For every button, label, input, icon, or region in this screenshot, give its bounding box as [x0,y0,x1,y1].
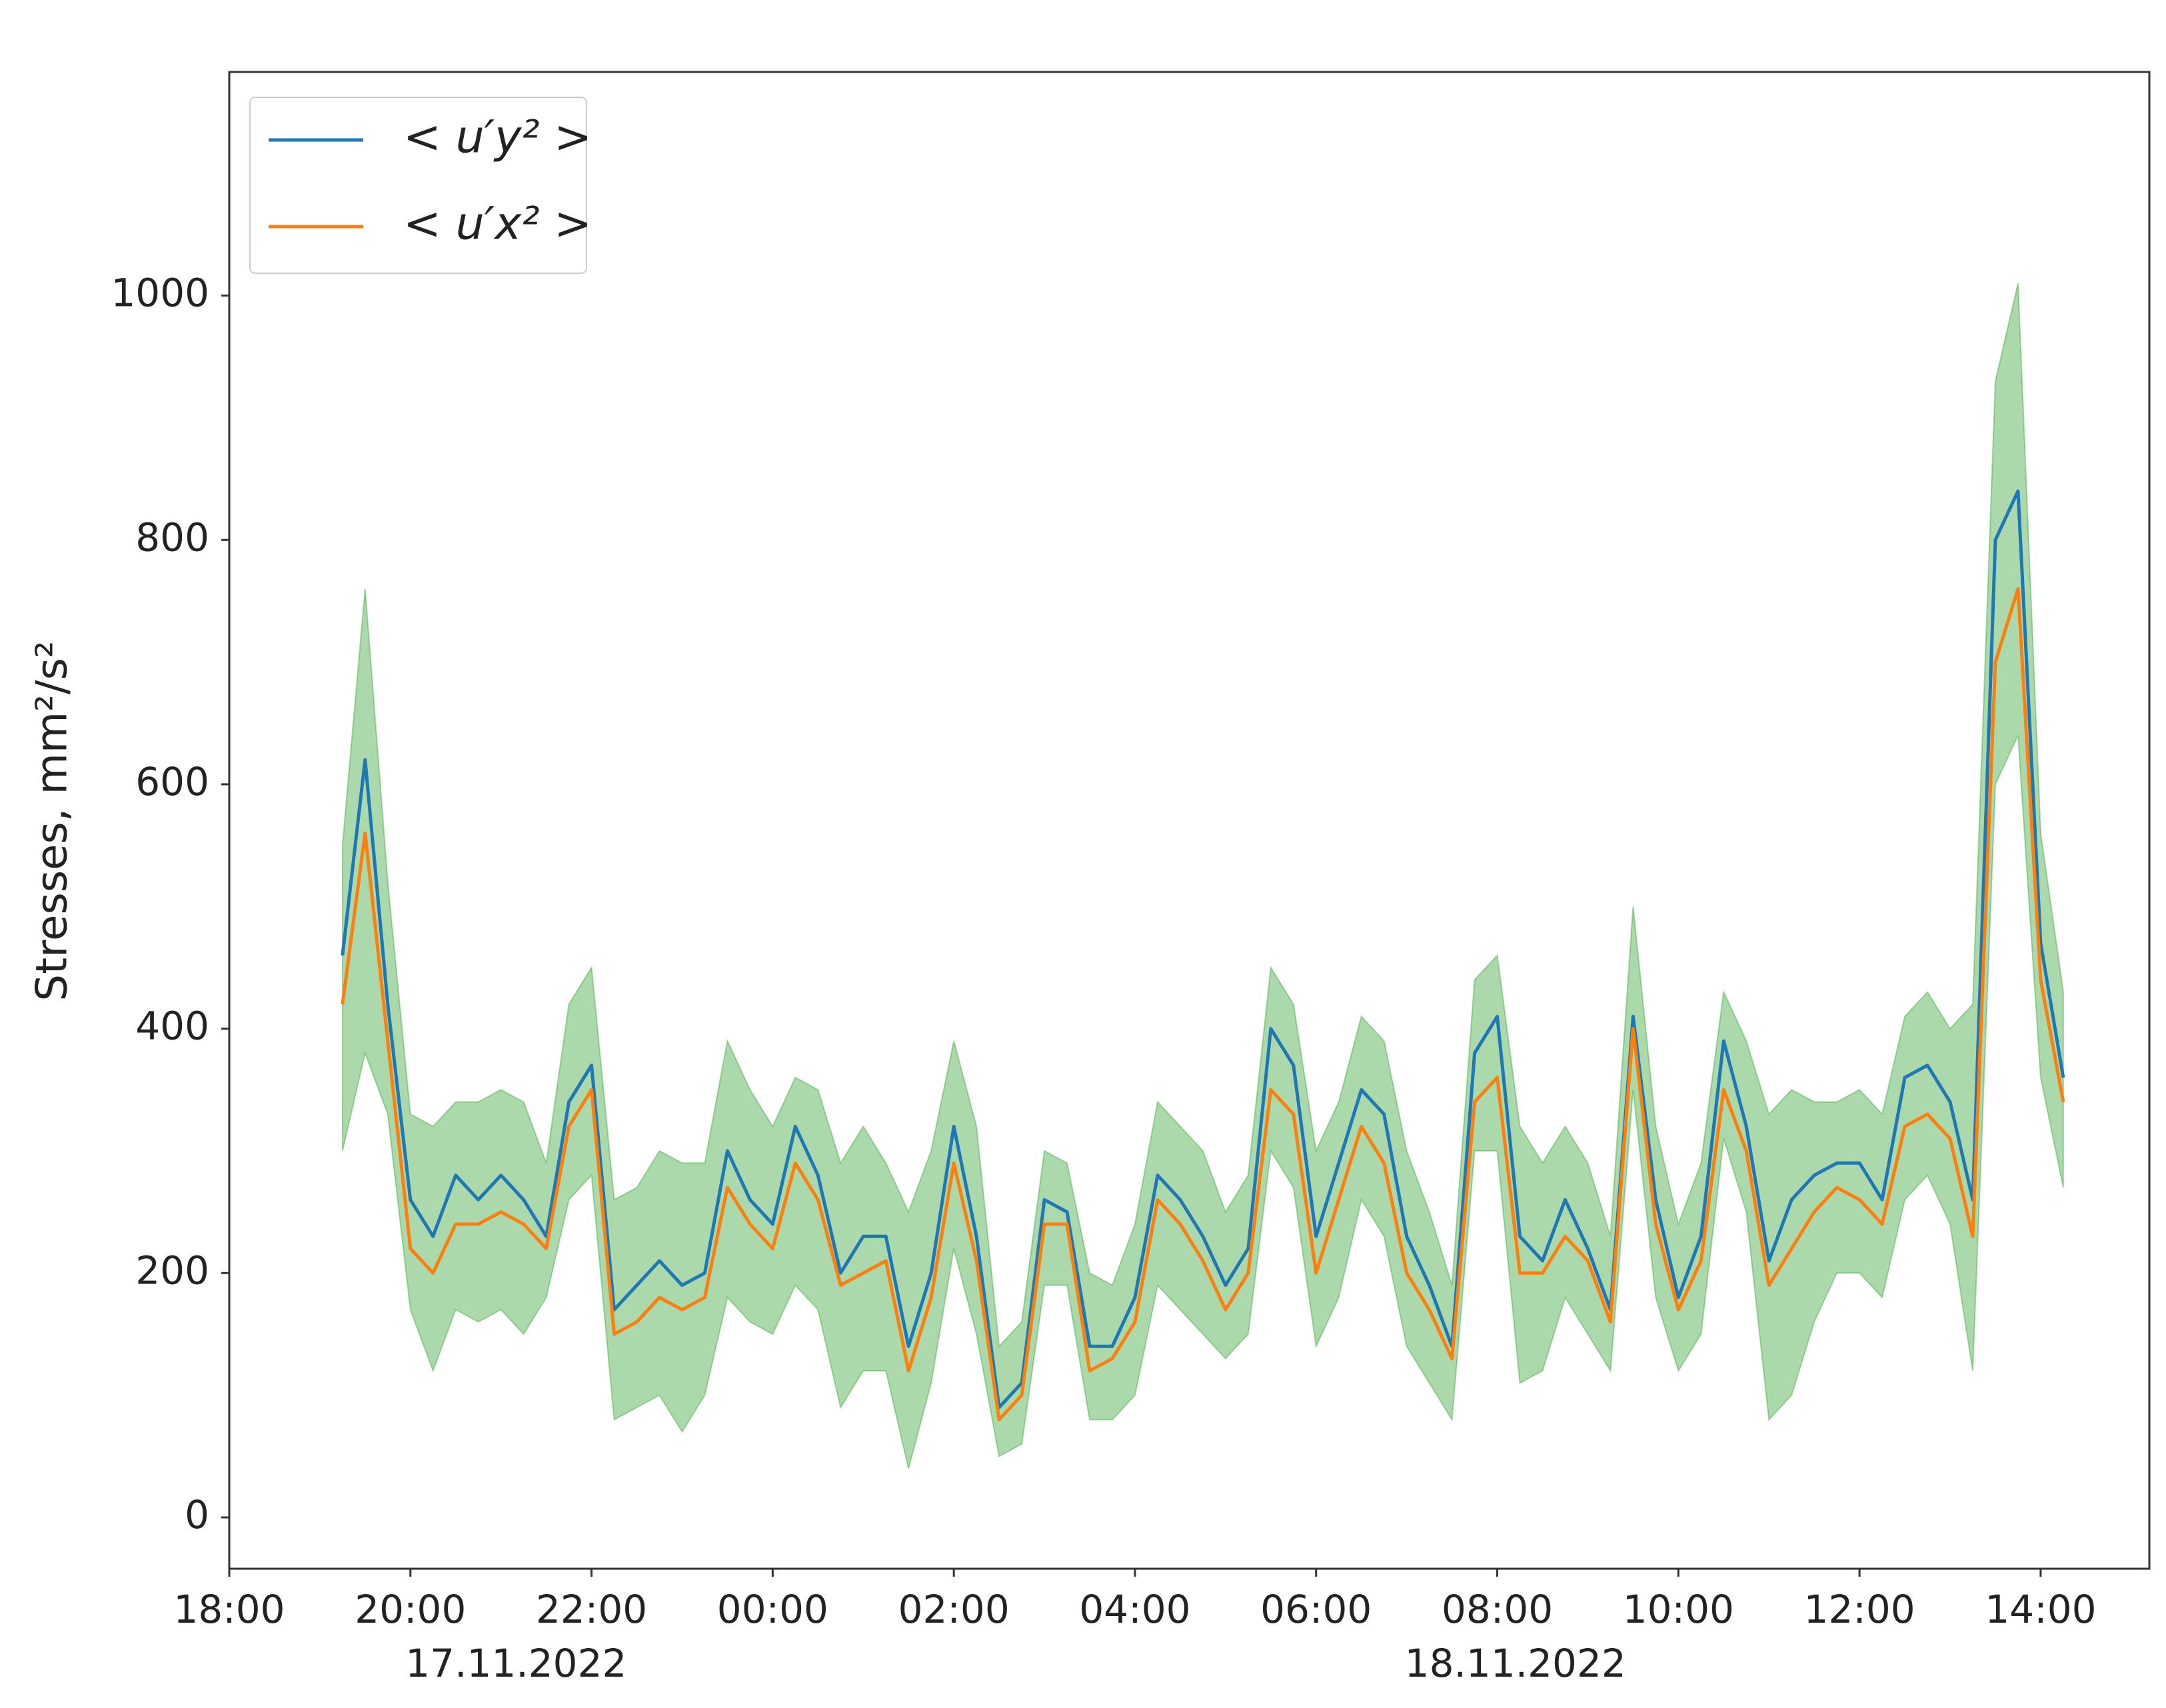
y-axis-label: Stresses, mm²/s² [28,641,77,1002]
y-tick-label: 400 [135,1004,209,1049]
y-tick-label: 0 [185,1492,209,1537]
x-tick-label: 08:00 [1442,1587,1553,1632]
x-tick-label: 02:00 [898,1587,1010,1632]
x-tick-label: 22:00 [536,1587,647,1632]
x-tick-label: 18:00 [173,1587,285,1632]
x-tick-label: 10:00 [1623,1587,1734,1632]
line-series [341,489,2065,1409]
x-tick-label: 14:00 [1985,1587,2096,1632]
legend-label: < u′y² > [403,111,592,164]
y-tick-label: 600 [135,759,209,804]
y-tick-label: 1000 [111,271,209,316]
date-label: 17.11.2022 [405,1641,626,1686]
x-tick-label: 04:00 [1079,1587,1190,1632]
y-tick-label: 800 [135,514,209,560]
x-tick-label: 20:00 [355,1587,466,1632]
legend-label: < u′x² > [403,198,592,251]
plot-frame [228,71,2151,1570]
x-tick-label: 06:00 [1260,1587,1372,1632]
x-tick-label: 00:00 [717,1587,828,1632]
date-label: 18.11.2022 [1405,1641,1626,1686]
x-tick-label: 12:00 [1804,1587,1915,1632]
line-series [341,587,2065,1421]
confidence-band [341,283,2064,1469]
y-tick-label: 200 [135,1248,209,1293]
